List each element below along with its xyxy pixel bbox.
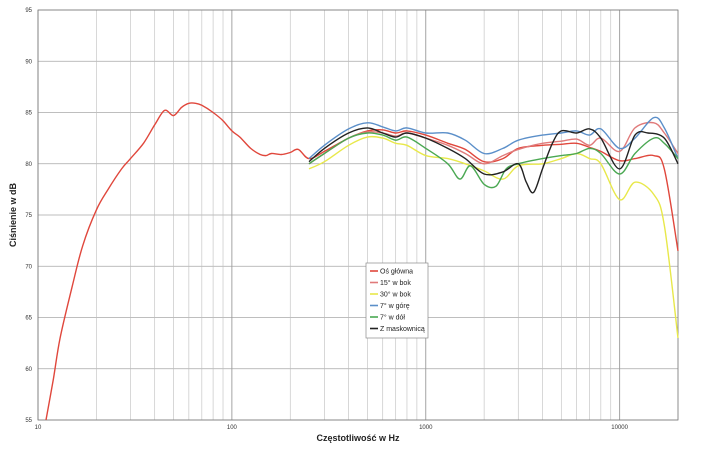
legend-label: 7° w dół bbox=[380, 313, 405, 321]
y-tick-label: 55 bbox=[25, 418, 32, 424]
series-lines bbox=[45, 102, 679, 421]
x-tick-label: 10 bbox=[35, 425, 42, 431]
series-line-2 bbox=[308, 121, 679, 165]
y-tick-label: 80 bbox=[25, 162, 32, 168]
series-line-1 bbox=[45, 102, 679, 421]
legend-label: 30° w bok bbox=[380, 290, 411, 298]
y-tick-label: 70 bbox=[25, 264, 32, 270]
legend-label: 15° w bok bbox=[380, 279, 411, 287]
y-tick-label: 75 bbox=[25, 213, 32, 219]
y-axis-label: Ciśnienie w dB bbox=[8, 182, 18, 247]
x-axis-ticks: 10 100 1000 10000 bbox=[35, 425, 629, 431]
legend-label: Oś główna bbox=[380, 268, 413, 275]
x-tick-label: 100 bbox=[227, 425, 238, 431]
x-tick-label: 1000 bbox=[419, 425, 433, 431]
grid bbox=[37, 9, 679, 421]
x-tick-label: 10000 bbox=[611, 425, 628, 431]
legend-label: 7° w górę bbox=[380, 302, 410, 310]
y-tick-label: 85 bbox=[25, 111, 32, 117]
plot-area bbox=[37, 9, 679, 421]
y-tick-label: 90 bbox=[25, 59, 32, 65]
legend-label: Z maskownicą bbox=[380, 326, 425, 333]
y-axis-ticks: 55 60 65 70 75 80 85 90 95 bbox=[25, 8, 32, 424]
series-line-3 bbox=[308, 135, 679, 339]
series-line-4 bbox=[308, 116, 679, 160]
legend: Oś główna 15° w bok 30° w bok 7° w górę 7° w… bbox=[365, 262, 429, 339]
y-tick-label: 65 bbox=[25, 316, 32, 322]
legend-box bbox=[365, 262, 429, 339]
y-tick-label: 95 bbox=[25, 8, 32, 14]
x-axis-label: Częstotliwość w Hz bbox=[316, 433, 400, 443]
series-line-5 bbox=[308, 132, 679, 189]
series-line-6 bbox=[308, 127, 679, 194]
y-tick-label: 60 bbox=[25, 367, 32, 373]
